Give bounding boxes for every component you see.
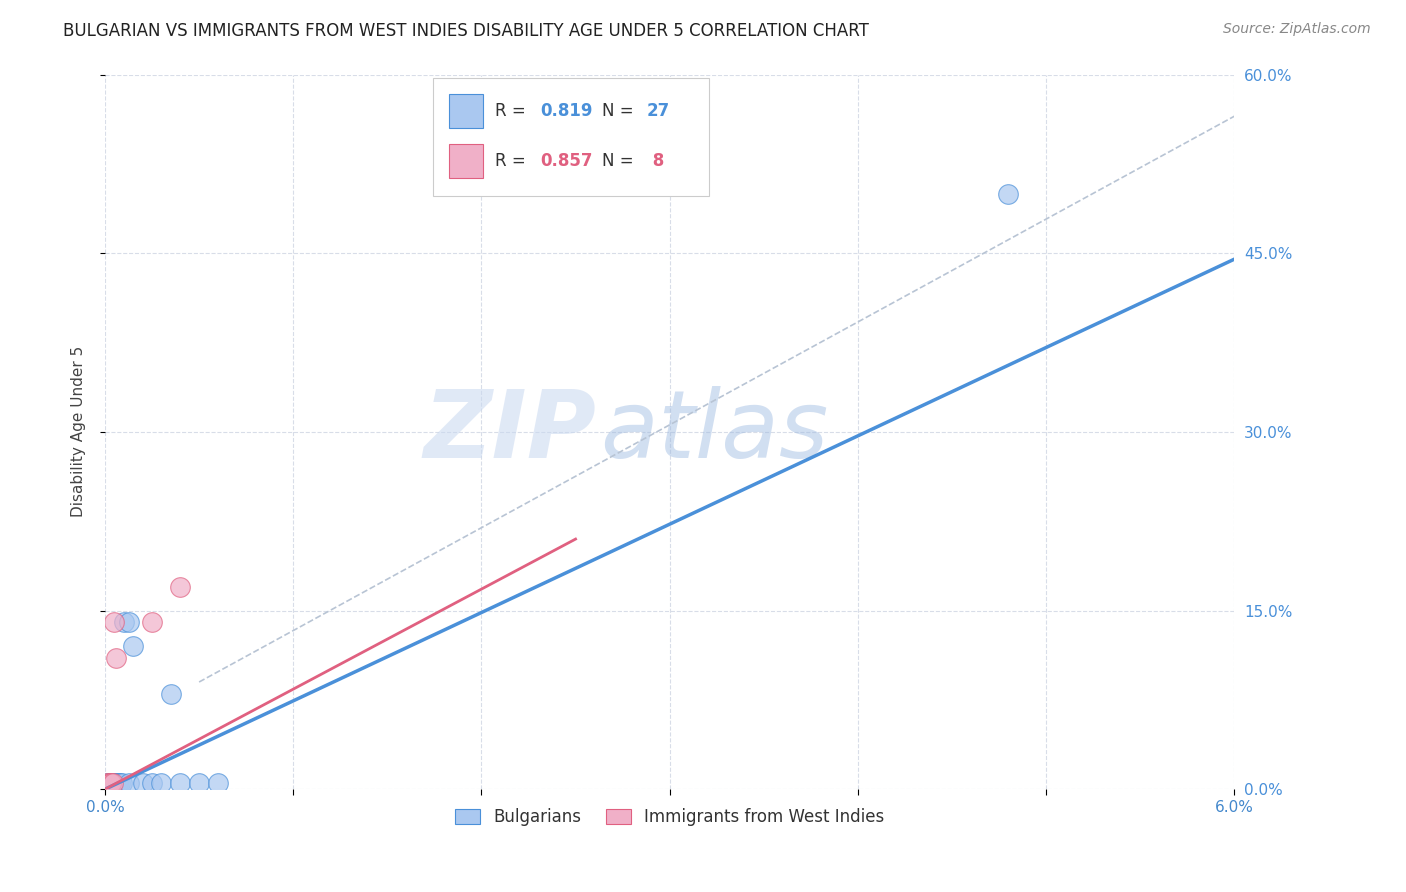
Point [141,615,163,630]
Point [96,776,118,790]
Point [100,776,122,790]
Point [107,776,129,790]
Point [207,776,229,790]
Point [169,580,191,594]
Point [101,776,124,790]
Point [100,776,122,790]
Point [997,186,1019,201]
Point [111,776,134,790]
Point [103,776,125,790]
Bar [450,94,484,128]
Text: R =: R = [495,152,530,170]
Text: Source: ZipAtlas.com: Source: ZipAtlas.com [1223,22,1371,37]
Point [105,776,128,790]
Point [131,776,153,790]
Point [97,776,120,790]
Text: ZIP: ZIP [423,386,596,478]
Point [118,776,141,790]
Point [108,776,131,790]
Point [96,776,118,790]
Point [105,651,128,665]
Point [160,687,183,701]
Text: BULGARIAN VS IMMIGRANTS FROM WEST INDIES DISABILITY AGE UNDER 5 CORRELATION CHAR: BULGARIAN VS IMMIGRANTS FROM WEST INDIES… [63,22,869,40]
Point [103,776,125,790]
Point [100,776,122,790]
Point [122,640,145,654]
Point [101,776,124,790]
Point [118,615,141,630]
Point [188,776,211,790]
Point [103,615,125,630]
Point [169,776,191,790]
Text: 0.819: 0.819 [540,102,592,120]
Text: R =: R = [495,102,530,120]
Legend: Bulgarians, Immigrants from West Indies: Bulgarians, Immigrants from West Indies [446,800,893,835]
Point [112,615,135,630]
Text: 0.857: 0.857 [540,152,592,170]
FancyBboxPatch shape [433,78,709,196]
Point [150,776,173,790]
Text: N =: N = [602,102,638,120]
Text: 27: 27 [647,102,671,120]
Point [105,776,128,790]
Text: 8: 8 [647,152,665,170]
Text: N =: N = [602,152,638,170]
Bar [450,144,484,178]
Y-axis label: Disability Age Under 5: Disability Age Under 5 [72,346,86,517]
Text: atlas: atlas [599,386,828,477]
Point [100,776,122,790]
Point [97,776,120,790]
Point [141,776,163,790]
Point [97,776,120,790]
Point [107,776,129,790]
Point [101,776,124,790]
